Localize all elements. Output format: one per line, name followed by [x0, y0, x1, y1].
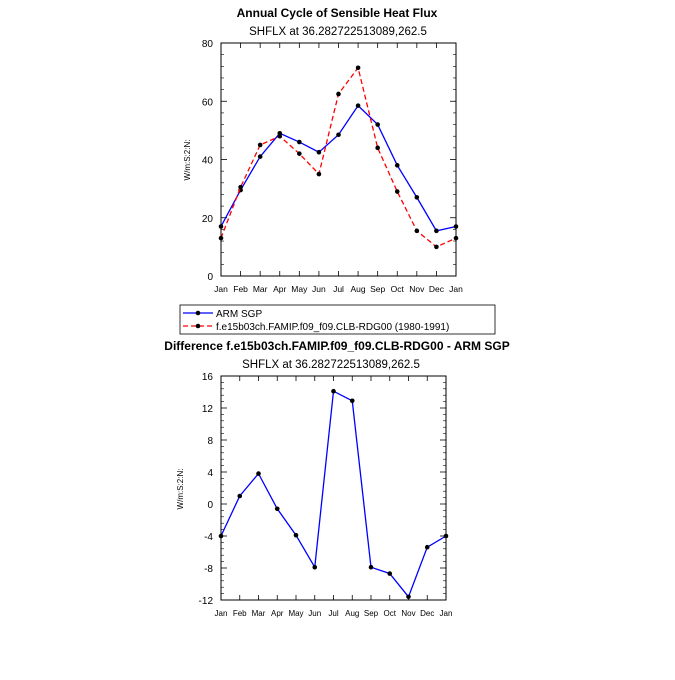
chart2-ytick-label: 0 [207, 500, 213, 511]
chart1-series-1-point [297, 151, 302, 156]
chart1-series-1-point [336, 91, 341, 97]
chart2-xtick-label: May [288, 609, 303, 618]
chart1-xtick-label: Aug [351, 284, 366, 294]
chart1-series-0-point [336, 132, 341, 138]
chart1-series-1-point [375, 145, 380, 151]
legend-label-model: f.e15b03ch.FAMIP.f09_f09.CLB-RDG00 (1980… [216, 322, 449, 333]
chart2-ytick-label: 12 [202, 404, 214, 415]
chart1-series-1-point [414, 228, 420, 234]
chart2-subtitle: SHFLX at 36.282722513089,262.5 [242, 359, 420, 371]
chart1-xtick-label: Feb [233, 284, 248, 294]
chart1-series-0-point [218, 224, 224, 229]
chart2-xtick-label: Nov [401, 609, 415, 618]
chart1-series-1-point [316, 171, 322, 177]
chart1-xtick-label: Jan [214, 284, 228, 294]
chart1-title: Annual Cycle of Sensible Heat Flux [237, 6, 438, 20]
chart2-ytick-label: -4 [204, 532, 213, 543]
chart1-frame [220, 42, 457, 277]
chart1-series-0-point [297, 139, 302, 145]
chart1-series-0-point [257, 154, 263, 159]
chart2-series-0-point [218, 533, 224, 539]
chart1-series-0-line [220, 104, 457, 232]
chart2-xtick-label: Dec [420, 609, 434, 618]
chart1-xtick-label: Nov [409, 284, 425, 294]
chart1-series-1-point [277, 133, 283, 139]
chart2-xtick-label: Apr [271, 609, 284, 618]
chart2-frame [220, 375, 447, 601]
chart2-xtick-label: Feb [233, 609, 247, 618]
chart2-series-0-point [256, 471, 261, 476]
chart2-series-0-point [331, 388, 336, 394]
chart1-ylabel: W/m:S:2:N: [183, 140, 192, 181]
chart2-xtick-label: Oct [384, 609, 397, 618]
chart2-plot: Jan Feb Mar Apr May Jun Jul Aug Sep Oct Nov Dec Jan-… [199, 372, 453, 618]
chart2-xtick-label: Mar [252, 609, 266, 618]
chart2-series-0-point [443, 533, 449, 539]
chart1-series-1-point [355, 65, 361, 71]
chart2-series-0-line [220, 390, 447, 599]
chart1-ytick-label: 20 [202, 214, 214, 225]
chart2-ytick-label: -8 [204, 564, 213, 575]
chart1-series-1-point [238, 184, 243, 190]
chart2-xtick-label: Jun [308, 609, 321, 618]
chart1-xtick-label: Apr [273, 284, 286, 294]
chart2-series-0-point [424, 544, 430, 550]
chart2-ytick-label: 16 [202, 372, 214, 383]
chart2-title: Difference f.e15b03ch.FAMIP.f09_f09.CLB-… [164, 339, 509, 353]
legend-marker-model [195, 323, 201, 329]
chart2-series-0-point [406, 594, 411, 600]
chart1-xtick-label: Oct [391, 284, 405, 294]
chart2-series-0-point [368, 564, 374, 570]
legend-label-arm-sgp: ARM SGP [216, 309, 262, 320]
chart2-series-0-point [237, 493, 243, 499]
chart2-xtick-label: Jan [215, 609, 228, 618]
chart2-series-0-point [387, 571, 393, 576]
chart1-xtick-label: Sep [370, 284, 385, 294]
chart1-xtick-label: Jun [312, 284, 326, 294]
legend-box [179, 304, 496, 335]
chart1-xtick-label: Jul [333, 284, 344, 294]
chart1-series-0-point [414, 195, 420, 200]
chart1-xtick-label: Mar [253, 284, 268, 294]
chart1-legend: ARM SGP f.e15b03ch.FAMIP.f09_f09.CLB-RDG… [179, 304, 496, 335]
chart1-xtick-label: May [291, 284, 308, 294]
chart2-ylabel: W/m:S:2:N: [176, 469, 185, 510]
chart1-series-1-point [434, 244, 439, 250]
chart1-series-0-point [355, 103, 361, 108]
chart1-plot: Jan Feb Mar Apr May Jun Jul Aug Sep Oct Nov Dec Jan0… [202, 39, 463, 294]
chart1-series-0-point [394, 163, 400, 168]
chart2-ytick-label: 4 [207, 468, 213, 479]
chart1-xtick-label: Dec [429, 284, 445, 294]
chart2-series-0-point [349, 398, 355, 404]
chart2-ytick-label: 8 [207, 436, 213, 447]
chart1-series-1-point [394, 189, 400, 194]
chart1-ytick-label: 80 [202, 39, 214, 50]
chart2-series-0-point [312, 564, 318, 570]
legend-marker-arm-sgp [195, 310, 201, 316]
chart1-subtitle: SHFLX at 36.282722513089,262.5 [249, 26, 427, 38]
chart1-ytick-label: 0 [207, 272, 213, 283]
chart1-series-0-point [316, 149, 322, 155]
chart1-xtick-label: Jan [449, 284, 463, 294]
chart1-series-0-point [434, 228, 439, 234]
chart2-series-0-point [274, 506, 280, 512]
chart1-series-0-point [375, 122, 380, 127]
chart2-xtick-label: Jul [328, 609, 338, 618]
chart2-xtick-label: Aug [345, 609, 359, 618]
chart1-ytick-label: 60 [202, 97, 214, 108]
chart2-xtick-label: Jan [440, 609, 453, 618]
chart2-xtick-label: Sep [364, 609, 379, 618]
chart1-series-1-point [257, 142, 263, 148]
chart1-ytick-label: 40 [202, 156, 214, 167]
chart1-series-0-point [453, 224, 459, 229]
chart1-series-1-point [453, 235, 459, 241]
chart2-ytick-label: -12 [199, 596, 214, 607]
chart1-series-1-point [218, 235, 224, 241]
chart2-series-0-point [293, 532, 299, 538]
